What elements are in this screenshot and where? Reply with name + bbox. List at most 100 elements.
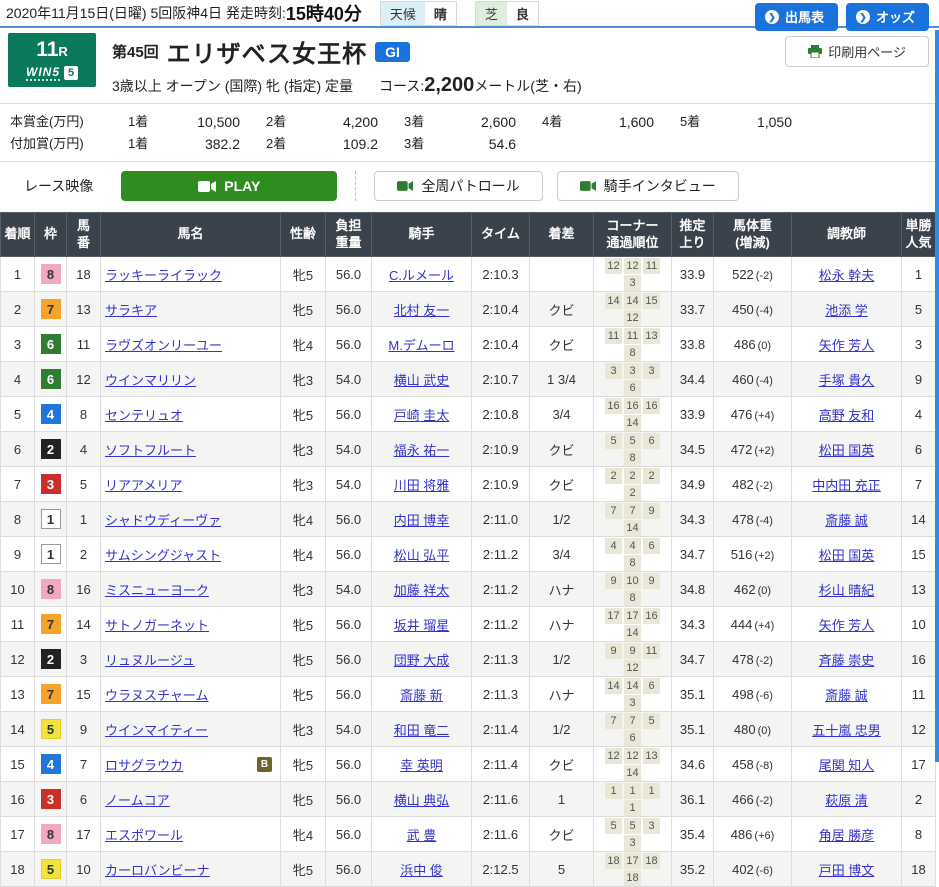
corner-order-cell: 14 14 1512 <box>593 291 672 327</box>
trainer-link[interactable]: 五十嵐 忠男 <box>812 722 881 738</box>
horse-name-link[interactable]: ラヴズオンリーユー <box>105 337 223 353</box>
horse-name-cell: リアアメリア <box>100 466 281 502</box>
jockey-link[interactable]: 戸崎 圭太 <box>393 407 450 423</box>
last-3f-cell: 35.2 <box>671 851 714 887</box>
horse-name-link[interactable]: ウラヌスチャーム <box>105 687 209 703</box>
corner-position: 14 <box>624 293 641 309</box>
race-video-label: レース映像 <box>10 170 108 202</box>
sex-age-cell: 牝3 <box>280 361 326 397</box>
trainer-link[interactable]: 手塚 貴久 <box>818 372 875 388</box>
horse-name-link[interactable]: ラッキーライラック <box>105 267 223 283</box>
corner-position: 5 <box>624 818 641 834</box>
horse-name-link[interactable]: リュヌルージュ <box>105 652 195 668</box>
horse-name-link[interactable]: ロサグラウカ <box>105 757 184 773</box>
trainer-link[interactable]: 池添 学 <box>825 302 868 318</box>
weather-label: 天候 <box>380 1 425 25</box>
horse-name-link[interactable]: ウインマイティー <box>105 722 208 738</box>
jockey-cell: 内田 博幸 <box>371 501 472 537</box>
prize-added-item: 2着 109.2 <box>266 136 378 152</box>
print-page-button[interactable]: 印刷用ページ <box>785 36 929 67</box>
horse-number-cell: 10 <box>66 851 101 887</box>
result-row: 18 5 10 カーロバンビーナ 牝5 56.0 浜中 俊 2:12.5 5 18 17 1818 35… <box>0 851 936 887</box>
trainer-cell: 松永 幹夫 <box>791 256 902 292</box>
jockey-link[interactable]: 北村 友一 <box>393 302 450 318</box>
trainer-link[interactable]: 杉山 晴紀 <box>818 582 875 598</box>
jockey-link[interactable]: 幸 英明 <box>400 757 443 773</box>
frame-number-badge: 6 <box>40 369 61 389</box>
body-weight-cell: 478 (-2) <box>713 641 792 677</box>
horse-name-link[interactable]: シャドウディーヴァ <box>105 512 222 528</box>
frame-number-badge: 8 <box>40 579 61 599</box>
carried-weight-cell: 56.0 <box>325 501 372 537</box>
horse-name-link[interactable]: エスポワール <box>105 827 184 843</box>
horse-name-link[interactable]: カーロバンビーナ <box>105 862 210 878</box>
horse-name-link[interactable]: センテリュオ <box>105 407 184 423</box>
horse-name-link[interactable]: ノームコア <box>105 792 170 808</box>
trainer-cell: 矢作 芳人 <box>791 326 902 362</box>
play-button[interactable]: PLAY <box>121 171 338 201</box>
time-cell: 2:10.4 <box>471 291 530 327</box>
horse-name-cell: シャドウディーヴァ <box>100 501 281 537</box>
trainer-link[interactable]: 松田 国英 <box>818 547 875 563</box>
horse-name-link[interactable]: サトノガーネット <box>105 617 210 633</box>
corner-order-cell: 5 5 33 <box>593 816 672 852</box>
jockey-link[interactable]: 内田 博幸 <box>393 512 450 528</box>
horse-name-link[interactable]: リアアメリア <box>105 477 183 493</box>
odds-button[interactable]: ❯ オッズ <box>845 3 929 31</box>
jockey-link[interactable]: 団野 大成 <box>393 652 450 668</box>
horse-name-link[interactable]: ミスニューヨーク <box>105 582 210 598</box>
jockey-link[interactable]: 浜中 俊 <box>400 862 443 878</box>
horse-name-link[interactable]: ウインマリリン <box>105 372 197 388</box>
trainer-link[interactable]: 矢作 芳人 <box>818 337 875 353</box>
trainer-link[interactable]: 斎藤 誠 <box>825 687 868 703</box>
jockey-link[interactable]: 武 豊 <box>406 827 437 843</box>
result-row: 9 1 2 サムシングジャスト 牝4 56.0 松山 弘平 2:11.2 3/4 4 4 68 34.7… <box>0 536 936 572</box>
column-header: 性齢 <box>280 212 326 257</box>
trainer-link[interactable]: 戸田 博文 <box>818 862 875 878</box>
corner-position: 14 <box>624 415 641 431</box>
sex-age-cell: 牝5 <box>280 606 326 642</box>
trainer-link[interactable]: 松田 国英 <box>818 442 875 458</box>
trainer-link[interactable]: 尾関 知人 <box>818 757 875 773</box>
jockey-link[interactable]: 福永 祐一 <box>393 442 450 458</box>
patrol-video-button[interactable]: 全周パトロール <box>374 171 543 201</box>
horse-name-cell: サムシングジャスト <box>100 536 281 572</box>
trainer-link[interactable]: 角居 勝彦 <box>818 827 875 843</box>
corner-position: 7 <box>624 713 641 729</box>
trainer-link[interactable]: 斉藤 崇史 <box>818 652 875 668</box>
corner-position: 8 <box>624 555 641 571</box>
horse-name-link[interactable]: サラキア <box>105 302 158 318</box>
trainer-link[interactable]: 松永 幹夫 <box>818 267 875 283</box>
frame-cell: 8 <box>34 571 67 607</box>
trainer-link[interactable]: 矢作 芳人 <box>818 617 875 633</box>
time-cell: 2:11.2 <box>471 536 530 572</box>
horse-name-cell: リュヌルージュ <box>100 641 281 677</box>
jockey-link[interactable]: C.ルメール <box>388 267 454 283</box>
jockey-link[interactable]: 松山 弘平 <box>393 547 450 563</box>
corner-position: 4 <box>624 538 641 554</box>
jockey-link[interactable]: 坂井 瑠星 <box>393 617 450 633</box>
trainer-link[interactable]: 中内田 充正 <box>812 477 881 493</box>
trainer-link[interactable]: 斎藤 誠 <box>825 512 868 528</box>
jockey-link[interactable]: 横山 武史 <box>393 372 450 388</box>
jockey-link[interactable]: 斎藤 新 <box>400 687 443 703</box>
jockey-link[interactable]: 和田 竜二 <box>393 722 450 738</box>
sex-age-cell: 牝5 <box>280 676 326 712</box>
horse-name-cell: サトノガーネット <box>100 606 281 642</box>
jockey-interview-button[interactable]: 騎手インタビュー <box>556 171 739 201</box>
horse-name-link[interactable]: ソフトフルート <box>105 442 197 458</box>
weather-badge: 天候晴 <box>379 0 457 26</box>
jockey-link[interactable]: 横山 典弘 <box>393 792 450 808</box>
jockey-link[interactable]: 加藤 祥太 <box>393 582 450 598</box>
frame-cell: 7 <box>34 606 67 642</box>
racecard-button[interactable]: ❯ 出馬表 <box>754 3 838 31</box>
trainer-link[interactable]: 萩原 清 <box>825 792 868 808</box>
column-header: 単勝 人気 <box>901 212 936 257</box>
horse-name-link[interactable]: サムシングジャスト <box>105 547 222 563</box>
win-favorite-cell: 9 <box>901 361 936 397</box>
jockey-link[interactable]: M.デムーロ <box>388 337 455 353</box>
time-cell: 2:10.9 <box>471 431 530 467</box>
carried-weight-cell: 54.0 <box>325 361 372 397</box>
jockey-link[interactable]: 川田 将雅 <box>393 477 450 493</box>
trainer-link[interactable]: 高野 友和 <box>818 407 875 423</box>
